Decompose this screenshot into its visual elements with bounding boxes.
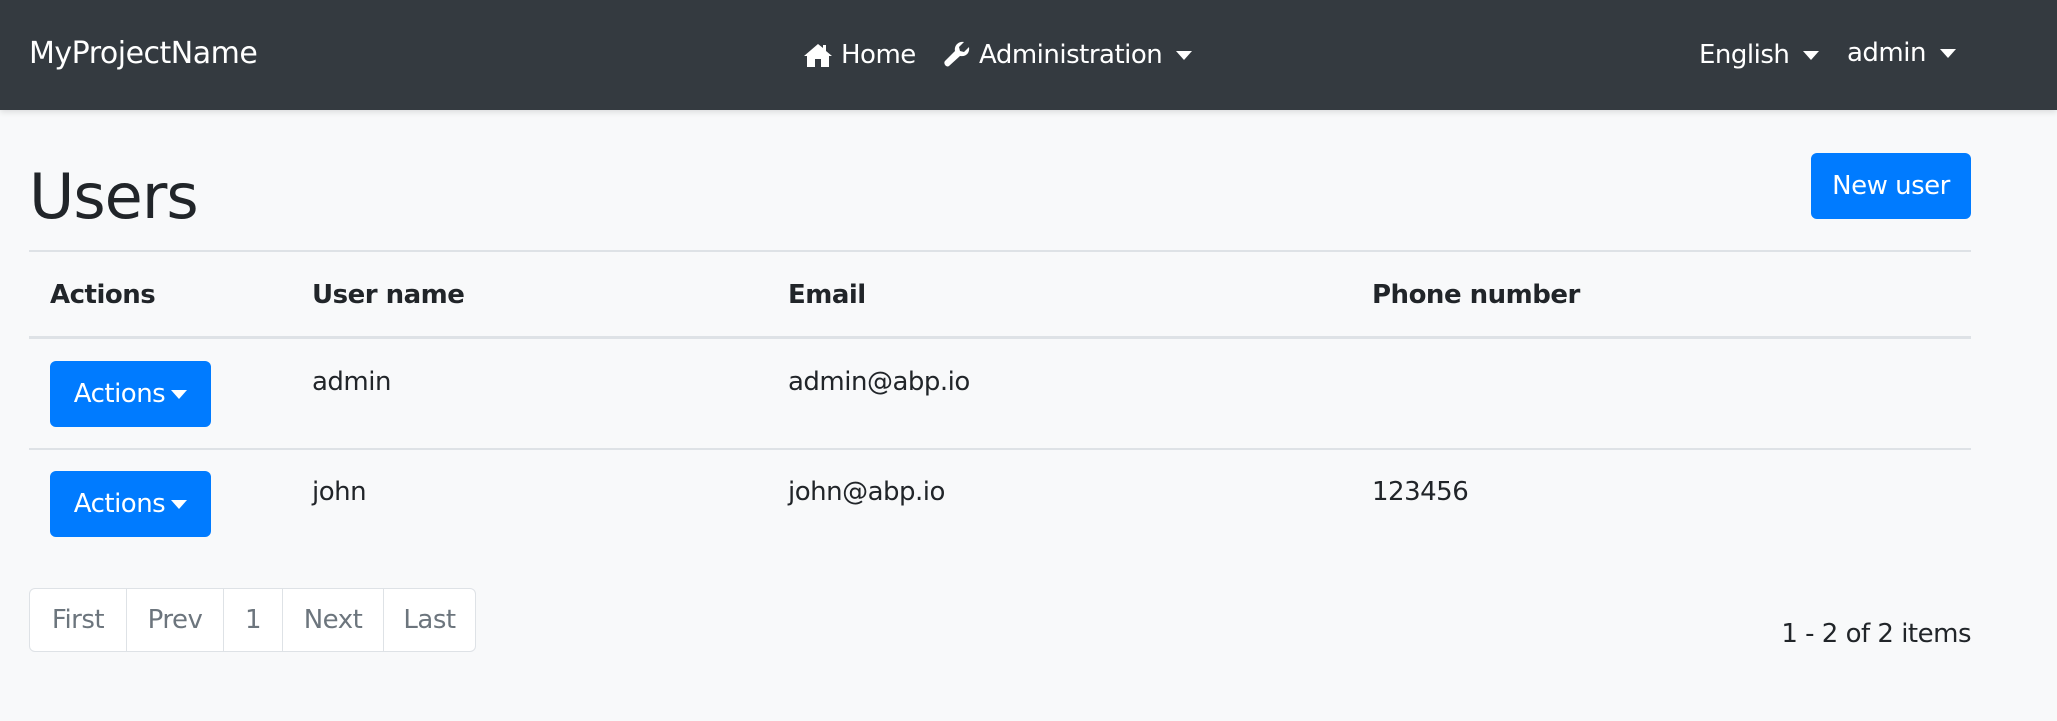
column-header-phone[interactable]: Phone number [1372,280,1580,310]
caret-down-icon [1939,48,1956,58]
brand-link[interactable]: MyProjectName [29,36,258,71]
caret-down-icon [1803,50,1820,60]
caret-down-icon [1176,50,1193,60]
caret-down-icon [171,499,188,509]
email-cell: john@abp.io [788,477,945,507]
page-last[interactable]: Last [383,589,475,651]
actions-label: Actions [73,489,166,519]
actions-label: Actions [73,379,166,409]
actions-button[interactable]: Actions [50,361,211,427]
page-1[interactable]: 1 [223,589,282,651]
language-label: English [1699,40,1790,70]
wrench-icon [944,41,970,67]
column-header-email[interactable]: Email [788,280,866,310]
page-title: Users [29,160,199,233]
column-header-actions: Actions [50,280,156,310]
home-icon [804,44,832,67]
nav-home-label: Home [841,40,916,70]
nav-administration-label: Administration [979,40,1163,70]
pagination: First Prev 1 Next Last [29,588,476,652]
nav-home[interactable]: Home [803,40,916,70]
pagination-summary: 1 - 2 of 2 items [1781,619,1971,649]
nav-administration[interactable]: Administration [943,40,1193,70]
username-cell: admin [312,367,391,397]
phone-cell: 123456 [1372,477,1469,507]
username-cell: john [312,477,367,507]
user-label: admin [1847,38,1926,68]
page-first[interactable]: First [51,605,105,635]
email-cell: admin@abp.io [788,367,970,397]
column-header-username[interactable]: User name [312,280,465,310]
actions-button[interactable]: Actions [50,471,211,537]
divider [29,250,1971,252]
header-divider [29,336,1971,339]
user-dropdown[interactable]: admin [1847,38,1956,68]
row-divider [29,448,1971,450]
navbar: MyProjectName Home Administration Englis… [0,0,2057,110]
caret-down-icon [171,389,188,399]
language-dropdown[interactable]: English [1699,40,1820,70]
page-next[interactable]: Next [282,589,383,651]
page-prev[interactable]: Prev [126,589,223,651]
new-user-button[interactable]: New user [1811,153,1971,219]
